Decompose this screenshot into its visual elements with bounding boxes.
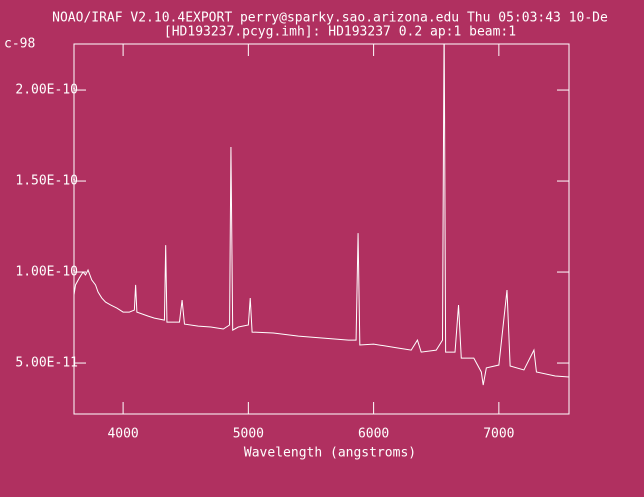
y-tick-label: 1.00E-10 [15, 265, 78, 280]
chart-subtitle: [HD193237.pcyg.imh]: HD193237 0.2 ap:1 b… [164, 25, 516, 40]
y-tick-label: 2.00E-10 [15, 83, 78, 98]
plot-frame [73, 43, 570, 415]
x-tick-label: 6000 [358, 427, 389, 442]
y-tick-label: 1.50E-10 [15, 174, 78, 189]
y-tick-label: 5.00E-11 [15, 356, 78, 371]
x-tick-label: 7000 [483, 427, 514, 442]
spectrum-line [74, 44, 569, 386]
x-tick-label: 5000 [233, 427, 264, 442]
x-tick-label: 4000 [107, 427, 138, 442]
title-wrap: c-98 [4, 37, 35, 52]
plot-area [74, 44, 569, 386]
x-axis-label: Wavelength (angstroms) [244, 446, 416, 461]
chart-title: NOAO/IRAF V2.10.4EXPORT perry@sparky.sao… [52, 11, 608, 26]
